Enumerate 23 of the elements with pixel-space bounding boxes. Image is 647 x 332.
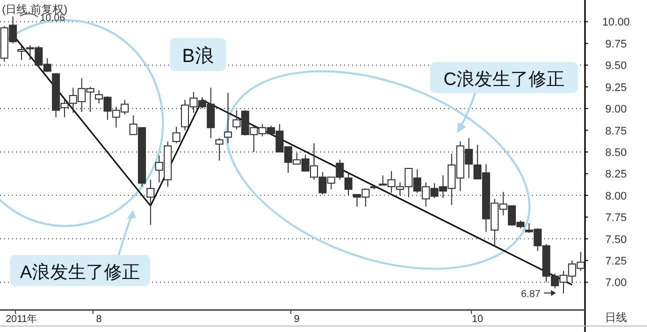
y-tick-label: 8.00 <box>605 190 627 202</box>
y-tick-label: 10.00 <box>602 16 630 29</box>
y-tick-label: 9.50 <box>605 60 627 72</box>
y-tick-label: 8.50 <box>605 146 627 159</box>
y-tick-label: 8.75 <box>605 125 627 138</box>
annotation: B浪 <box>182 45 214 67</box>
y-tick-label: 9.75 <box>605 38 627 50</box>
annotation: C浪发生了修正 <box>444 69 564 89</box>
x-tick-label: 9 <box>294 314 300 325</box>
annotation: A浪发生了修正 <box>20 262 140 282</box>
y-tick-label: 7.00 <box>605 277 627 290</box>
annotation: 6.87 <box>521 289 541 300</box>
x-tick-label: 10 <box>472 314 484 325</box>
y-tick-label: 8.25 <box>605 168 627 181</box>
x-tick-label: 2011年 <box>6 313 38 325</box>
x-tick-label: 8 <box>96 314 102 325</box>
y-tick-label: 7.50 <box>605 234 627 246</box>
y-tick-label: 9.25 <box>605 82 627 94</box>
text: 日线 <box>605 311 627 324</box>
y-tick-label: 7.25 <box>605 256 627 268</box>
y-tick-label: 7.75 <box>605 212 627 224</box>
annotation: 10.06 <box>40 13 66 24</box>
y-tick-label: 9.00 <box>605 104 627 116</box>
